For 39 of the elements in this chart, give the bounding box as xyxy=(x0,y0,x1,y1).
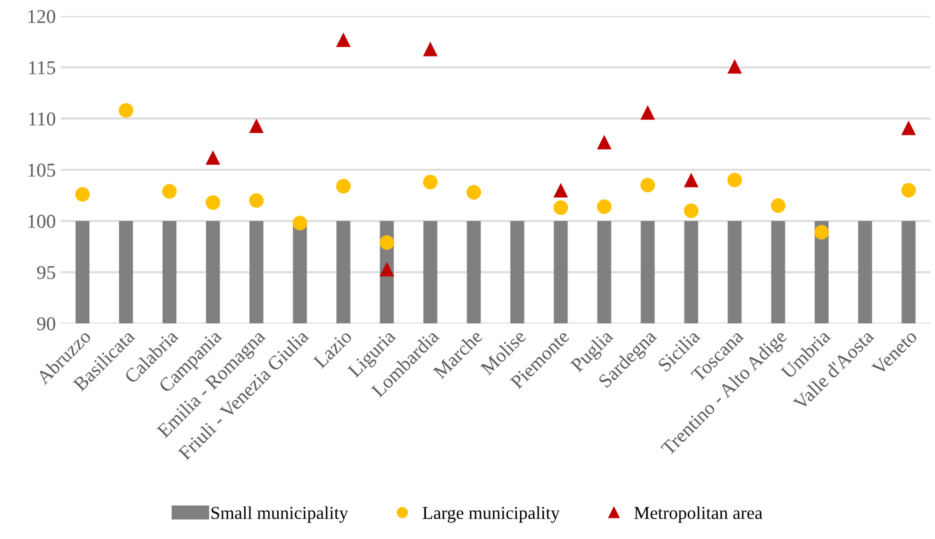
point xyxy=(553,182,568,198)
point xyxy=(162,184,177,199)
point xyxy=(380,262,394,276)
point xyxy=(336,178,351,194)
y-tick-label: 90 xyxy=(37,317,56,330)
point xyxy=(336,32,351,48)
point xyxy=(423,174,438,190)
point xyxy=(684,203,698,218)
point xyxy=(684,172,698,188)
point xyxy=(596,199,612,214)
y-tick-label: 105 xyxy=(28,164,56,177)
y-tick-label: 100 xyxy=(28,214,56,228)
y-tick-label: 110 xyxy=(29,112,56,126)
point xyxy=(249,193,264,208)
point xyxy=(814,224,829,240)
point xyxy=(727,59,742,74)
point xyxy=(466,185,482,200)
legend-label: Metropolitan area xyxy=(634,506,762,523)
point xyxy=(901,120,916,136)
point xyxy=(206,195,220,210)
point xyxy=(770,198,786,213)
point xyxy=(640,178,656,192)
point xyxy=(206,150,220,165)
legend-label: Large municipality xyxy=(422,506,560,523)
legend-label: Small municipality xyxy=(211,506,348,523)
y-tick-label: 120 xyxy=(28,10,56,24)
point xyxy=(118,103,134,118)
y-tick-label: 95 xyxy=(37,266,56,280)
point xyxy=(380,235,394,250)
point xyxy=(292,216,308,230)
point xyxy=(75,187,90,202)
point xyxy=(596,134,612,150)
point xyxy=(901,182,916,198)
point xyxy=(553,200,568,215)
point xyxy=(640,105,656,120)
point xyxy=(249,118,264,134)
y-tick-label: 115 xyxy=(29,61,56,74)
point xyxy=(423,42,438,56)
point xyxy=(727,172,742,188)
